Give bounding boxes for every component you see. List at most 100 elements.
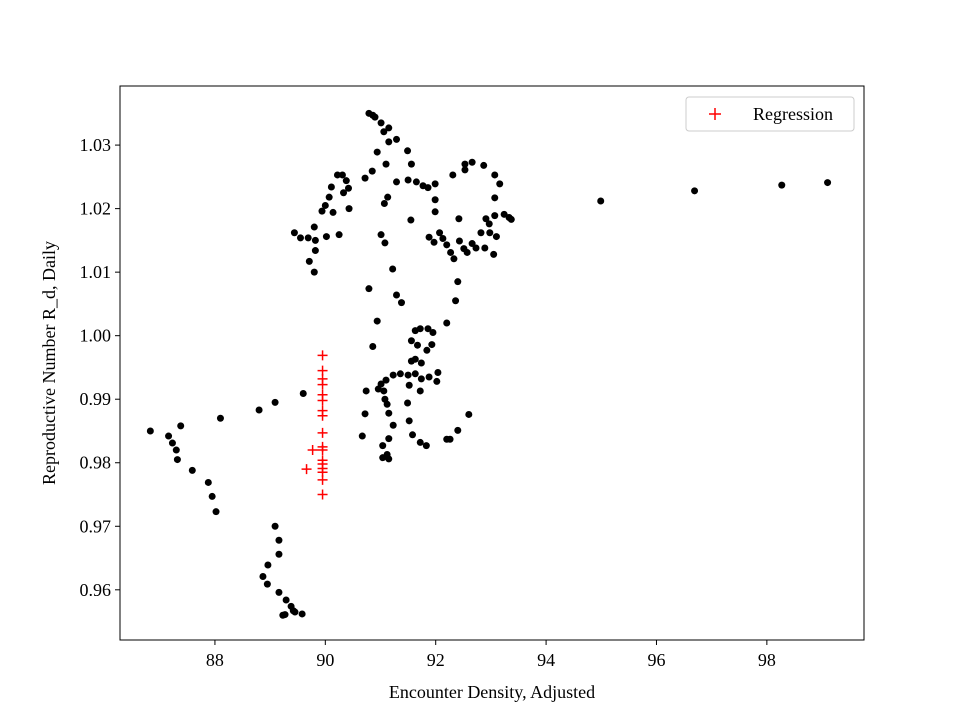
point <box>454 426 462 434</box>
y-tick-label: 0.99 <box>80 389 112 409</box>
point <box>311 236 319 244</box>
point <box>384 193 392 201</box>
point <box>369 342 377 350</box>
point <box>282 596 290 604</box>
point <box>480 161 488 169</box>
point <box>423 346 431 354</box>
point <box>393 178 401 186</box>
point <box>275 536 283 544</box>
point <box>264 561 272 569</box>
point <box>380 200 388 208</box>
point <box>422 442 430 450</box>
y-tick-label: 1.00 <box>80 326 112 346</box>
point <box>373 317 381 325</box>
point <box>416 387 424 395</box>
plus-marker <box>317 489 328 500</box>
point <box>321 201 329 209</box>
point <box>263 580 271 588</box>
point <box>305 257 313 265</box>
point <box>417 359 425 367</box>
point <box>455 237 463 245</box>
point <box>443 319 451 327</box>
legend-label: Regression <box>753 104 833 124</box>
point <box>397 299 405 307</box>
point <box>425 373 433 381</box>
point <box>500 210 508 218</box>
point <box>412 178 420 186</box>
point <box>450 255 458 263</box>
plus-marker <box>317 474 328 485</box>
point <box>289 607 297 615</box>
y-axis-label: Reproductive Number R_d, Daily <box>39 241 59 485</box>
point <box>411 370 419 378</box>
plus-marker <box>317 410 328 421</box>
point <box>436 229 444 237</box>
plus-marker <box>307 445 318 456</box>
point <box>255 406 263 414</box>
point <box>417 375 425 383</box>
point <box>358 432 366 440</box>
point <box>338 171 346 179</box>
point <box>468 158 476 166</box>
point <box>271 398 279 406</box>
point <box>361 410 369 418</box>
legend-marker <box>709 108 721 120</box>
x-axis-label: Encounter Density, Adjusted <box>389 682 595 702</box>
point <box>465 410 473 418</box>
point <box>404 147 412 155</box>
point <box>177 422 185 430</box>
point <box>385 138 393 146</box>
point <box>431 208 439 216</box>
point <box>377 119 385 127</box>
y-tick-label: 1.03 <box>80 135 112 155</box>
point <box>477 229 485 237</box>
point <box>333 171 341 179</box>
y-tick-label: 0.97 <box>80 516 112 536</box>
point <box>310 223 318 231</box>
point <box>407 357 415 365</box>
point <box>482 215 490 223</box>
point <box>405 381 413 389</box>
point <box>416 325 424 333</box>
plus-marker <box>317 445 328 456</box>
point <box>146 427 154 435</box>
point <box>373 148 381 156</box>
plus-marker <box>317 427 328 438</box>
plus-marker <box>301 464 312 475</box>
point <box>208 492 216 500</box>
point <box>439 234 447 242</box>
point <box>472 244 480 252</box>
point <box>449 171 457 179</box>
point <box>496 180 504 188</box>
y-tick-label: 0.98 <box>80 453 112 473</box>
point <box>778 181 786 189</box>
point <box>374 385 382 393</box>
plot-frame <box>119 85 865 641</box>
point <box>383 400 391 408</box>
point <box>396 370 404 378</box>
point <box>173 456 181 464</box>
point <box>430 238 438 246</box>
point <box>389 371 397 379</box>
point <box>431 196 439 204</box>
point <box>416 438 424 446</box>
point <box>407 160 415 168</box>
point <box>407 216 415 224</box>
point <box>424 325 432 333</box>
point <box>335 231 343 239</box>
point <box>404 371 412 379</box>
point <box>429 329 437 337</box>
point <box>345 205 353 213</box>
point <box>311 247 319 255</box>
point <box>424 184 432 192</box>
point <box>172 446 180 454</box>
point <box>431 180 439 188</box>
point <box>216 414 224 422</box>
point <box>381 239 389 247</box>
point <box>824 179 832 187</box>
point <box>425 233 433 241</box>
point <box>485 220 493 228</box>
point <box>275 550 283 558</box>
y-tick-label: 0.96 <box>80 580 112 600</box>
